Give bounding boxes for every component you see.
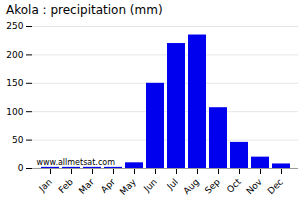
svg-text:Oct: Oct [225, 176, 243, 194]
svg-text:May: May [118, 176, 139, 197]
svg-text:Aug: Aug [181, 177, 201, 197]
svg-text:250: 250 [6, 21, 23, 31]
html-text:Akola : precipitation (mm): Akola : precipitation (mm) [6, 3, 163, 17]
svg-text:www.allmetsat.com: www.allmetsat.com [37, 158, 116, 167]
svg-text:50: 50 [12, 135, 24, 145]
svg-text:Apr: Apr [99, 177, 117, 195]
svg-text:Mar: Mar [77, 176, 96, 195]
svg-text:Jan: Jan [36, 177, 54, 195]
svg-text:Jun: Jun [141, 177, 159, 195]
svg-text:Sep: Sep [203, 177, 222, 196]
svg-text:200: 200 [6, 50, 23, 60]
svg-text:100: 100 [6, 107, 23, 117]
svg-text:Feb: Feb [57, 177, 76, 196]
svg-text:0: 0 [18, 163, 24, 173]
svg-text:150: 150 [6, 78, 23, 88]
svg-text:Nov: Nov [244, 176, 264, 196]
svg-text:Jul: Jul [164, 177, 179, 192]
svg-text:Dec: Dec [266, 177, 285, 196]
